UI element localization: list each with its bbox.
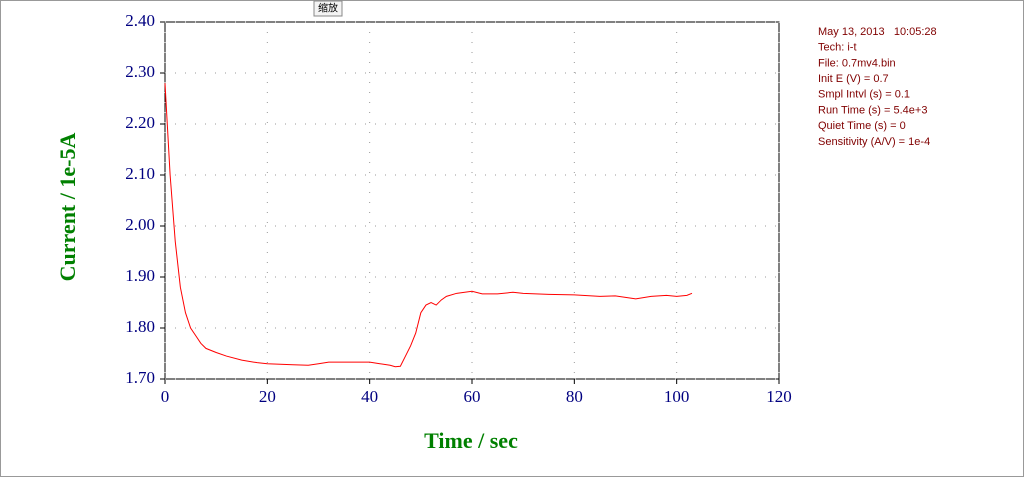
info-line: Smpl Intvl (s) = 0.1 (818, 89, 910, 101)
zoom-button-box[interactable] (313, 0, 343, 17)
y-tick-label: 1.80 (125, 317, 155, 336)
y-tick-label: 1.70 (125, 368, 155, 387)
current-line (164, 83, 693, 368)
y-tick-label: 2.30 (125, 62, 155, 81)
zoom-button[interactable]: 缩放 (318, 2, 338, 15)
info-line: May 13, 2013 10:05:28 (818, 26, 937, 38)
x-tick-label: 20 (259, 387, 276, 406)
x-tick-label: 120 (766, 387, 792, 406)
y-tick-label: 2.40 (125, 11, 155, 30)
x-axis-title: Time / sec (424, 428, 518, 453)
x-tick-label: 0 (161, 387, 170, 406)
info-line: Quiet Time (s) = 0 (818, 120, 906, 132)
info-line: Tech: i-t (818, 42, 857, 54)
info-line: Sensitivity (A/V) = 1e-4 (818, 136, 930, 148)
info-line: Init E (V) = 0.7 (818, 73, 889, 85)
y-tick-label: 2.20 (125, 113, 155, 132)
x-tick-label: 80 (566, 387, 583, 406)
y-tick-label: 2.10 (125, 164, 155, 183)
x-tick-label: 40 (361, 387, 378, 406)
x-tick-label: 60 (464, 387, 481, 406)
y-tick-label: 2.00 (125, 215, 155, 234)
y-axis-title: Current / 1e-5A (55, 133, 80, 282)
info-line: File: 0.7mv4.bin (818, 57, 896, 69)
info-line: Run Time (s) = 5.4e+3 (818, 104, 927, 116)
x-tick-label: 100 (664, 387, 690, 406)
y-tick-label: 1.90 (125, 266, 155, 285)
